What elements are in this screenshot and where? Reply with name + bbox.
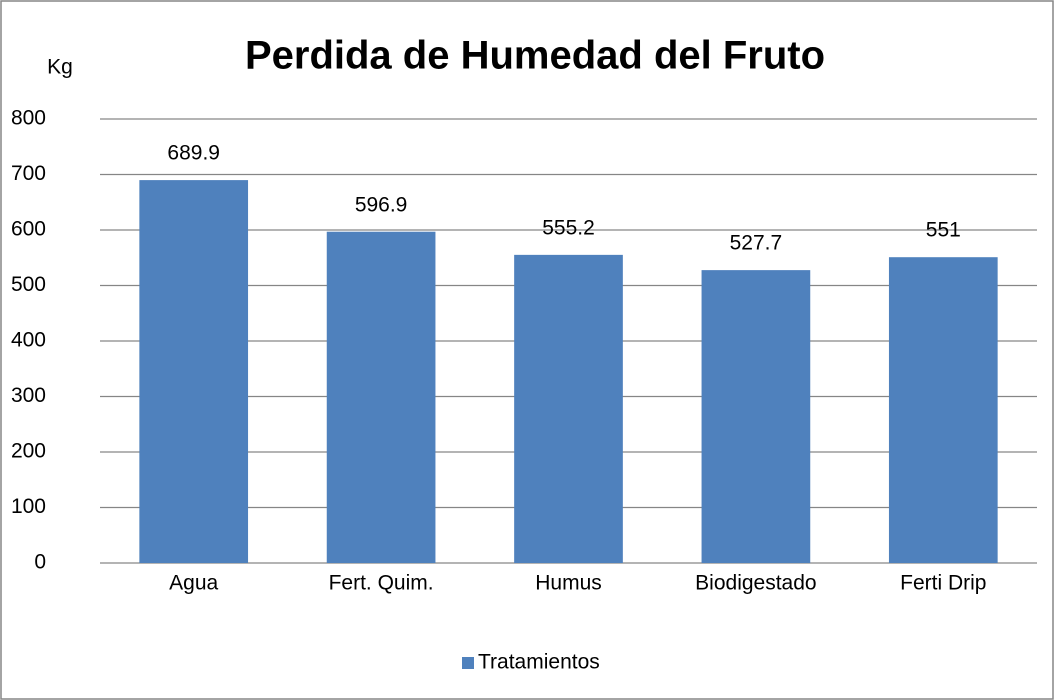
x-tick-label: Agua bbox=[169, 572, 218, 595]
y-tick-label: 0 bbox=[34, 551, 46, 574]
y-tick-label: 200 bbox=[11, 440, 46, 463]
y-tick-label: 100 bbox=[11, 495, 46, 518]
y-tick-label: 600 bbox=[11, 218, 46, 241]
bar bbox=[701, 270, 811, 563]
x-tick-label: Ferti Drip bbox=[900, 572, 986, 595]
bar bbox=[326, 231, 436, 563]
data-label: 555.2 bbox=[542, 216, 595, 239]
x-tick-label: Biodigestado bbox=[695, 572, 816, 595]
bar bbox=[139, 180, 249, 563]
y-tick-label: 300 bbox=[11, 384, 46, 407]
y-tick-label: 800 bbox=[11, 107, 46, 130]
y-tick-label: 500 bbox=[11, 273, 46, 296]
y-tick-label: 400 bbox=[11, 329, 46, 352]
bar bbox=[514, 254, 623, 563]
data-label: 527.7 bbox=[730, 232, 783, 255]
bar bbox=[888, 257, 998, 563]
x-tick-label: Humus bbox=[535, 572, 602, 595]
y-axis-label: Kg bbox=[47, 56, 73, 79]
y-tick-label: 700 bbox=[11, 162, 46, 185]
x-tick-label: Fert. Quim. bbox=[329, 572, 434, 595]
chart-title: Perdida de Humedad del Fruto bbox=[245, 34, 825, 78]
data-label: 596.9 bbox=[355, 193, 408, 216]
data-label: 551 bbox=[926, 219, 961, 242]
data-label: 689.9 bbox=[167, 142, 220, 165]
legend-swatch bbox=[462, 657, 474, 669]
legend-label: Tratamientos bbox=[478, 651, 600, 674]
